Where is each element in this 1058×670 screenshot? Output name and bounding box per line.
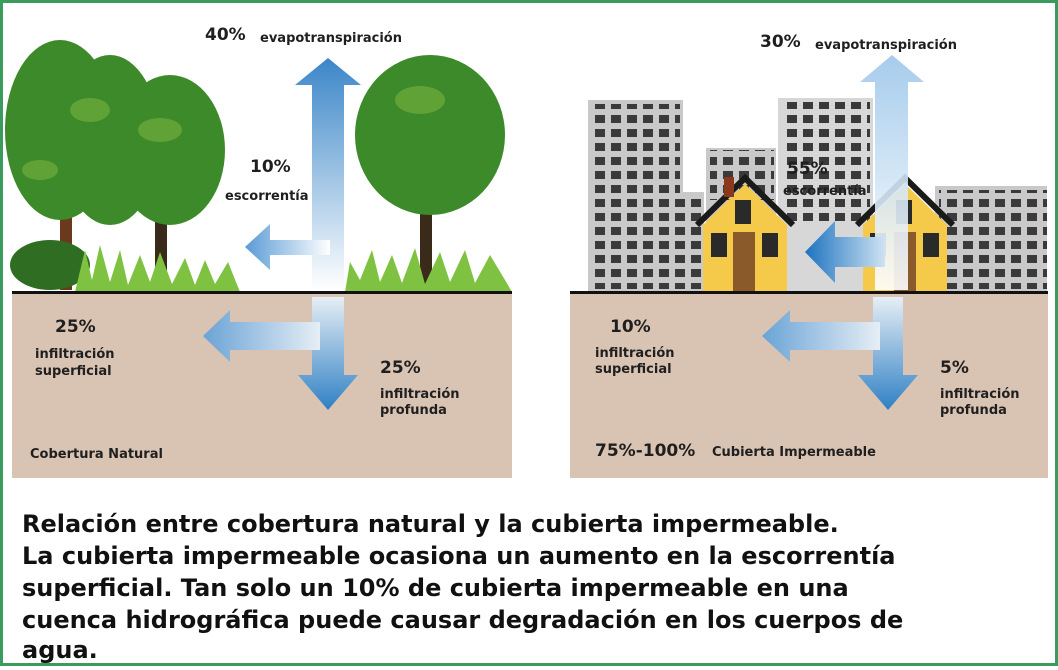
label: evapotranspiración [260,31,402,46]
label: superficial [595,362,672,377]
caption-line: superficial. Tan solo un 10% de cubierta… [22,574,849,602]
percent: 55% [787,159,828,179]
label: evapotranspiración [815,38,957,53]
label: superficial [35,364,112,379]
page: {"panels": [ {"evapotranspiration": {"pe… [0,0,1058,666]
label: infiltración [380,387,460,402]
percent: 5% [940,358,969,378]
label: escorrentía [783,184,867,199]
caption-line: cuenca hidrográfica puede causar degrada… [22,606,903,634]
percent: 30% [760,32,801,52]
label: profunda [940,403,1007,418]
caption-line: Relación entre cobertura natural y la cu… [22,510,839,538]
label: profunda [380,403,447,418]
caption-line: agua. [22,636,98,664]
percent: 25% [380,358,421,378]
label: Cubierta Impermeable [712,445,876,460]
diagram: 40% evapotranspiración 10% escorrentía 2… [0,0,1058,666]
percent: 40% [205,25,246,45]
label: Cobertura Natural [30,447,163,462]
percent: 10% [250,157,291,177]
percent: 10% [610,317,651,337]
label: infiltración [595,346,675,361]
label: infiltración [35,347,115,362]
label: infiltración [940,387,1020,402]
percent: 25% [55,317,96,337]
percent: 75%-100% [595,441,695,461]
label: escorrentía [225,189,309,204]
caption-line: La cubierta impermeable ocasiona un aume… [22,542,896,570]
